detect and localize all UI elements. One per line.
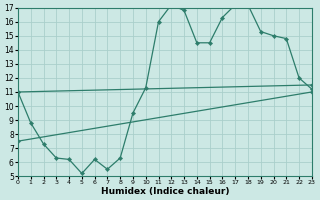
X-axis label: Humidex (Indice chaleur): Humidex (Indice chaleur) [101,187,229,196]
